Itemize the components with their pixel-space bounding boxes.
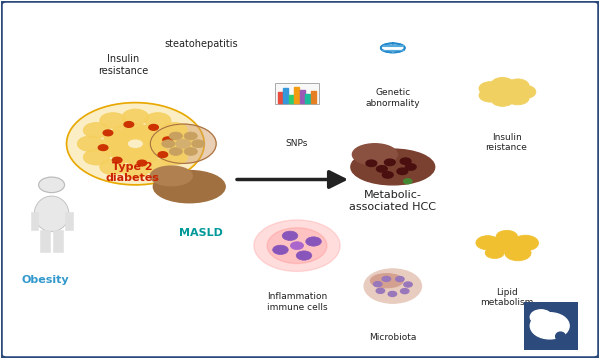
Circle shape bbox=[495, 85, 518, 99]
Circle shape bbox=[137, 160, 147, 166]
Text: Type 2
diabetes: Type 2 diabetes bbox=[106, 162, 160, 183]
Circle shape bbox=[296, 251, 312, 260]
Circle shape bbox=[103, 130, 113, 136]
Circle shape bbox=[505, 245, 531, 261]
Circle shape bbox=[140, 130, 167, 145]
Bar bbox=[53, 230, 63, 252]
Circle shape bbox=[234, 61, 360, 136]
Circle shape bbox=[112, 157, 122, 163]
Circle shape bbox=[167, 136, 193, 151]
Text: Microbiota: Microbiota bbox=[369, 333, 416, 342]
Circle shape bbox=[143, 136, 170, 151]
Bar bbox=[278, 92, 283, 103]
Circle shape bbox=[83, 149, 110, 165]
Text: MASLD: MASLD bbox=[179, 228, 223, 238]
Circle shape bbox=[485, 247, 504, 258]
Circle shape bbox=[184, 132, 197, 140]
Circle shape bbox=[364, 269, 422, 303]
Bar bbox=[311, 91, 316, 103]
Bar bbox=[40, 230, 50, 252]
Circle shape bbox=[382, 172, 393, 178]
Circle shape bbox=[169, 148, 182, 155]
Circle shape bbox=[479, 89, 502, 102]
Ellipse shape bbox=[530, 310, 552, 324]
Circle shape bbox=[133, 125, 159, 141]
Circle shape bbox=[163, 137, 172, 143]
Circle shape bbox=[374, 281, 382, 286]
Circle shape bbox=[401, 289, 409, 294]
Ellipse shape bbox=[370, 274, 403, 288]
Circle shape bbox=[267, 228, 327, 264]
Circle shape bbox=[161, 122, 187, 138]
Circle shape bbox=[449, 221, 563, 289]
Text: SNPs: SNPs bbox=[286, 139, 308, 148]
Bar bbox=[65, 212, 73, 230]
Circle shape bbox=[162, 140, 175, 148]
Circle shape bbox=[376, 165, 387, 172]
Circle shape bbox=[145, 159, 171, 175]
Circle shape bbox=[449, 67, 563, 135]
Text: Insulin
resistance: Insulin resistance bbox=[98, 54, 149, 76]
Ellipse shape bbox=[154, 171, 225, 203]
Circle shape bbox=[406, 164, 416, 170]
Ellipse shape bbox=[351, 149, 434, 185]
Circle shape bbox=[83, 122, 110, 138]
Circle shape bbox=[476, 236, 500, 250]
Circle shape bbox=[234, 217, 360, 292]
Circle shape bbox=[191, 140, 205, 148]
Circle shape bbox=[404, 282, 412, 287]
Circle shape bbox=[122, 109, 149, 125]
Circle shape bbox=[100, 113, 126, 129]
Circle shape bbox=[506, 79, 529, 93]
Circle shape bbox=[479, 82, 502, 95]
Circle shape bbox=[100, 159, 126, 175]
Circle shape bbox=[161, 149, 187, 165]
FancyBboxPatch shape bbox=[275, 83, 319, 104]
Circle shape bbox=[101, 136, 128, 151]
Text: Lipid
metabolism: Lipid metabolism bbox=[480, 288, 533, 307]
Ellipse shape bbox=[530, 313, 569, 339]
Circle shape bbox=[112, 147, 138, 162]
Circle shape bbox=[122, 163, 149, 178]
Circle shape bbox=[513, 85, 536, 99]
Circle shape bbox=[38, 177, 65, 192]
Circle shape bbox=[145, 113, 171, 129]
Circle shape bbox=[336, 262, 449, 330]
Text: steatohepatitis: steatohepatitis bbox=[164, 39, 238, 48]
Circle shape bbox=[158, 152, 167, 158]
Text: Genetic
abnormality: Genetic abnormality bbox=[365, 88, 420, 108]
Circle shape bbox=[149, 125, 158, 130]
Circle shape bbox=[290, 242, 304, 250]
Circle shape bbox=[336, 22, 449, 90]
Ellipse shape bbox=[352, 144, 397, 165]
Circle shape bbox=[512, 235, 539, 251]
Ellipse shape bbox=[151, 166, 192, 186]
Bar bbox=[289, 95, 293, 103]
Circle shape bbox=[376, 288, 385, 293]
Bar bbox=[300, 90, 305, 103]
Circle shape bbox=[112, 125, 138, 141]
Circle shape bbox=[272, 245, 288, 255]
Circle shape bbox=[491, 93, 514, 106]
Circle shape bbox=[122, 123, 149, 139]
Circle shape bbox=[491, 78, 514, 91]
Circle shape bbox=[184, 148, 197, 155]
Circle shape bbox=[506, 91, 529, 105]
Circle shape bbox=[400, 158, 411, 164]
Circle shape bbox=[67, 103, 204, 185]
Ellipse shape bbox=[34, 196, 69, 232]
Bar bbox=[31, 212, 38, 230]
FancyBboxPatch shape bbox=[520, 298, 582, 354]
Text: Insulin
reistance: Insulin reistance bbox=[485, 133, 527, 152]
Text: Inflammation
immune cells: Inflammation immune cells bbox=[266, 292, 328, 312]
Circle shape bbox=[104, 130, 130, 145]
Circle shape bbox=[395, 276, 404, 281]
Circle shape bbox=[133, 147, 159, 162]
Circle shape bbox=[366, 160, 377, 167]
Circle shape bbox=[388, 292, 397, 297]
Circle shape bbox=[404, 179, 412, 184]
Bar bbox=[283, 88, 288, 103]
Circle shape bbox=[175, 139, 191, 148]
Circle shape bbox=[77, 136, 104, 151]
